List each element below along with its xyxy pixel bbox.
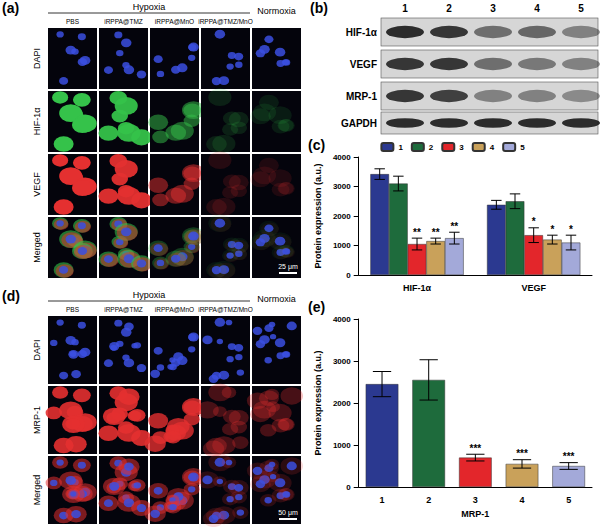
svg-text:4000: 4000 bbox=[333, 315, 351, 324]
svg-text:Hypoxia: Hypoxia bbox=[133, 290, 166, 300]
svg-text:25 μm: 25 μm bbox=[278, 263, 298, 271]
svg-text:MRP-1: MRP-1 bbox=[32, 406, 42, 434]
svg-text:4000: 4000 bbox=[333, 153, 351, 162]
svg-text:***: *** bbox=[563, 451, 575, 462]
svg-text:HIF-1α: HIF-1α bbox=[346, 27, 378, 38]
svg-text:3: 3 bbox=[459, 143, 464, 152]
svg-text:Normoxia: Normoxia bbox=[257, 294, 296, 304]
svg-text:(a): (a) bbox=[2, 0, 19, 16]
svg-text:4: 4 bbox=[534, 3, 540, 14]
svg-text:0: 0 bbox=[346, 483, 351, 492]
svg-text:Merged: Merged bbox=[32, 232, 42, 263]
svg-text:2: 2 bbox=[429, 143, 434, 152]
svg-text:**: ** bbox=[413, 227, 421, 238]
svg-text:PBS: PBS bbox=[66, 18, 80, 25]
svg-text:0: 0 bbox=[346, 271, 351, 280]
svg-text:4: 4 bbox=[490, 143, 495, 152]
svg-text:iRPPA@TMZ: iRPPA@TMZ bbox=[104, 306, 143, 313]
svg-text:VEGF: VEGF bbox=[32, 172, 42, 197]
svg-text:Normoxia: Normoxia bbox=[257, 6, 296, 16]
svg-text:DAPI: DAPI bbox=[32, 48, 42, 69]
svg-text:iRPPA@TMZ/MnO: iRPPA@TMZ/MnO bbox=[198, 18, 253, 25]
svg-text:iRPPA@TMZ: iRPPA@TMZ bbox=[104, 18, 143, 25]
svg-text:3000: 3000 bbox=[333, 182, 351, 191]
svg-text:*: * bbox=[550, 224, 554, 235]
svg-text:HIF-1α: HIF-1α bbox=[403, 283, 432, 293]
svg-text:**: ** bbox=[432, 227, 440, 238]
svg-text:4: 4 bbox=[520, 495, 525, 505]
svg-text:HIF-1α: HIF-1α bbox=[32, 108, 42, 136]
svg-text:1: 1 bbox=[402, 3, 408, 14]
svg-text:DAPI: DAPI bbox=[32, 339, 42, 360]
svg-text:1000: 1000 bbox=[333, 241, 351, 250]
svg-text:iRPPA@MnO: iRPPA@MnO bbox=[155, 306, 194, 313]
svg-text:(d): (d) bbox=[2, 288, 20, 304]
svg-text:Protein expression (a.u.): Protein expression (a.u.) bbox=[313, 350, 323, 455]
svg-text:iRPPA@MnO: iRPPA@MnO bbox=[155, 18, 194, 25]
svg-text:GAPDH: GAPDH bbox=[341, 118, 377, 129]
svg-text:3: 3 bbox=[490, 3, 496, 14]
svg-text:1: 1 bbox=[398, 143, 403, 152]
html-text:(c): (c) bbox=[308, 137, 326, 153]
svg-text:*: * bbox=[569, 224, 573, 235]
svg-text:Merged: Merged bbox=[32, 475, 42, 506]
svg-text:5: 5 bbox=[520, 143, 525, 152]
svg-text:*: * bbox=[532, 216, 536, 227]
svg-text:***: *** bbox=[516, 448, 528, 459]
svg-text:Hypoxia: Hypoxia bbox=[133, 2, 166, 12]
svg-text:iRPPA@TMZ/MnO: iRPPA@TMZ/MnO bbox=[198, 306, 253, 313]
svg-text:2: 2 bbox=[446, 3, 452, 14]
svg-text:1: 1 bbox=[380, 495, 385, 505]
svg-text:1000: 1000 bbox=[333, 441, 351, 450]
html-text:(e): (e) bbox=[308, 299, 326, 315]
svg-text:MRP-1: MRP-1 bbox=[346, 91, 378, 102]
svg-text:5: 5 bbox=[566, 495, 571, 505]
svg-text:MRP-1: MRP-1 bbox=[461, 509, 489, 519]
svg-text:5: 5 bbox=[578, 3, 584, 14]
svg-text:VEGF: VEGF bbox=[350, 59, 377, 70]
svg-text:50 μm: 50 μm bbox=[278, 509, 298, 517]
svg-text:Protein expression (a.u.): Protein expression (a.u.) bbox=[313, 163, 323, 268]
svg-text:2000: 2000 bbox=[333, 399, 351, 408]
svg-text:***: *** bbox=[470, 443, 482, 454]
svg-text:2000: 2000 bbox=[333, 212, 351, 221]
svg-text:(b): (b) bbox=[310, 0, 328, 16]
svg-text:2: 2 bbox=[426, 495, 431, 505]
svg-text:3000: 3000 bbox=[333, 357, 351, 366]
svg-text:**: ** bbox=[450, 221, 458, 232]
svg-text:3: 3 bbox=[473, 495, 478, 505]
svg-text:PBS: PBS bbox=[66, 306, 80, 313]
svg-text:VEGF: VEGF bbox=[521, 283, 546, 293]
